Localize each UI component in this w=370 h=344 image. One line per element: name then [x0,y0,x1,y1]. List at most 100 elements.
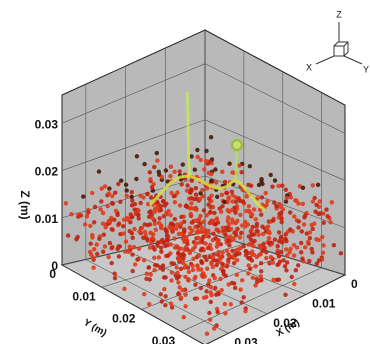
particle [219,192,225,197]
particle [271,277,276,282]
particle [277,239,282,244]
particle [230,207,235,213]
particle [318,211,323,216]
particle [81,194,86,199]
particle [148,230,153,235]
particle [288,246,293,252]
z-tick-label: 0 [51,259,58,273]
particle [156,255,162,260]
particle [247,164,252,169]
triad-y: Y [363,64,369,74]
particle [197,240,202,245]
particle [99,186,104,191]
particle [203,230,208,236]
particle [226,238,231,244]
particle [245,222,251,227]
particle [198,157,203,163]
particle [220,225,225,231]
particle [292,281,297,287]
particle [179,221,184,226]
particle [241,244,246,249]
particle [234,251,239,257]
particle [147,277,152,282]
particle [161,240,167,245]
particle [338,251,344,256]
particle [321,220,326,225]
particle [246,242,252,247]
particle [159,249,164,254]
particle [285,260,290,265]
particle [189,220,195,225]
particle [124,193,129,199]
plume-drop [230,138,244,152]
particle [109,260,114,266]
particle [244,208,249,214]
particle [152,206,158,212]
particle [203,241,208,246]
particle [213,285,218,291]
particle [205,266,210,271]
particle [224,248,230,253]
particle [309,222,314,228]
particle [321,243,326,248]
particle [155,158,160,163]
particle [249,252,255,257]
particle [88,223,93,229]
particle [101,232,107,237]
particle [198,197,203,202]
particle [254,276,259,282]
particle [199,225,204,230]
particle [189,178,194,183]
particle [254,229,259,234]
z-tick-label: 0.03 [35,118,59,132]
particle [168,164,174,169]
particle [260,181,265,187]
particle [284,247,289,252]
particle [259,261,264,266]
particle [258,274,263,279]
particle [301,222,307,227]
particle [124,188,129,193]
grid-line [181,267,322,332]
particle [189,154,194,159]
particle [178,295,184,300]
particle [170,221,175,227]
particle [276,230,282,235]
particle [196,235,201,241]
particle [272,237,278,242]
particle [246,263,251,268]
particle [279,249,284,255]
particle [237,235,243,240]
particle [284,195,289,201]
particle [218,242,223,247]
particle [207,159,212,164]
particle [84,214,90,219]
particle [189,196,194,201]
particle [271,218,276,223]
particle [158,204,163,209]
particle [183,304,188,309]
particle [194,241,199,246]
particle [296,225,301,230]
particle [248,266,253,271]
particle [208,209,213,215]
particle [216,291,221,297]
particle [254,254,259,260]
particle [95,251,100,257]
particle [172,236,177,241]
particle [152,164,157,170]
particle [223,311,228,316]
particle [331,243,337,248]
particle [192,244,198,250]
particle [159,299,164,304]
particle [228,302,233,307]
particle [249,227,254,233]
particle [163,294,168,299]
particle [226,282,231,287]
particle [92,247,97,252]
particle [121,217,127,222]
particle [210,218,216,224]
grid-line [141,255,283,310]
particle [253,283,258,288]
particle [179,214,184,220]
